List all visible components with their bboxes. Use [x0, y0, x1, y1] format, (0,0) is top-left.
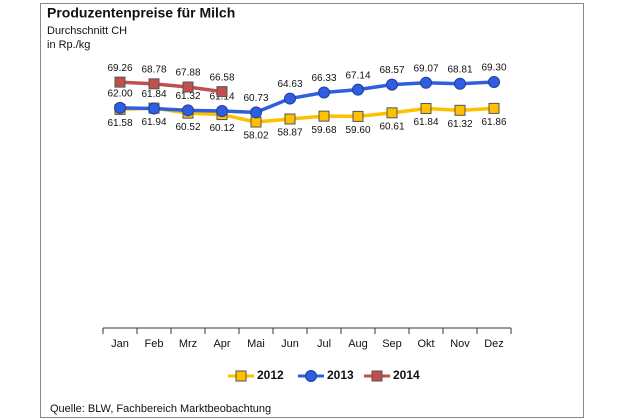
data-point	[488, 102, 500, 114]
data-point	[488, 75, 500, 88]
legend-marker	[305, 370, 317, 382]
data-label: 61.32	[175, 91, 200, 102]
data-point	[284, 113, 296, 125]
unit-label: in Rp./kg	[47, 39, 90, 51]
data-label: 67.88	[175, 68, 200, 79]
data-point	[216, 104, 228, 117]
data-label: 69.30	[481, 63, 506, 74]
x-tick-label: Jul	[317, 338, 331, 350]
data-point	[250, 106, 262, 119]
data-label: 58.02	[243, 131, 268, 142]
data-label: 64.63	[277, 79, 302, 90]
data-label: 61.32	[447, 119, 472, 130]
chart-title: Produzentenpreise für Milch	[47, 5, 235, 21]
data-label: 66.33	[311, 73, 336, 84]
data-point	[420, 102, 432, 114]
x-tick-label: Dez	[484, 338, 504, 350]
data-label: 68.81	[447, 64, 472, 75]
data-label: 69.26	[107, 63, 132, 74]
data-point	[386, 78, 398, 91]
data-label: 69.07	[413, 63, 438, 74]
data-point	[318, 86, 330, 99]
data-point	[216, 86, 228, 98]
data-label: 58.87	[277, 128, 302, 139]
data-label: 60.73	[243, 93, 268, 104]
data-label: 60.52	[175, 122, 200, 133]
data-label: 61.84	[413, 117, 438, 128]
legend-label: 2014	[393, 368, 420, 382]
data-label: 60.12	[209, 123, 234, 134]
data-point	[454, 104, 466, 116]
data-point	[454, 77, 466, 90]
data-point	[148, 78, 160, 90]
data-label: 68.57	[379, 65, 404, 76]
data-point	[352, 110, 364, 122]
x-tick-label: Mrz	[179, 338, 197, 350]
legend-marker	[371, 370, 383, 382]
data-point	[182, 104, 194, 117]
data-label: 61.94	[141, 117, 166, 128]
frame	[40, 3, 584, 418]
data-point	[250, 116, 262, 128]
data-label: 61.84	[141, 89, 166, 100]
data-point	[386, 107, 398, 119]
x-tick-label: Jan	[111, 338, 129, 350]
legend-label: 2013	[327, 368, 354, 382]
series-line	[119, 80, 223, 94]
data-label: 61.86	[481, 117, 506, 128]
data-label: 59.68	[311, 125, 336, 136]
data-point	[114, 101, 126, 114]
data-label: 59.60	[345, 125, 370, 136]
series-line	[119, 106, 495, 124]
x-tick-label: Mai	[247, 338, 265, 350]
legend-label: 2012	[257, 368, 284, 382]
x-tick-label: Aug	[348, 338, 368, 350]
data-label: 61.58	[107, 118, 132, 129]
data-label: 66.58	[209, 72, 234, 83]
data-label: 67.14	[345, 70, 370, 81]
x-tick-label: Sep	[382, 338, 402, 350]
data-point	[352, 83, 364, 96]
x-tick-label: Jun	[281, 338, 299, 350]
x-tick-label: Apr	[213, 338, 230, 350]
data-point	[182, 81, 194, 93]
x-tick-label: Feb	[145, 338, 164, 350]
data-label: 68.78	[141, 64, 166, 75]
legend-marker	[235, 370, 247, 382]
data-label: 60.61	[379, 121, 404, 132]
x-tick-label: Okt	[417, 338, 434, 350]
data-point	[420, 76, 432, 89]
data-point	[318, 110, 330, 122]
data-point	[284, 92, 296, 105]
source: Quelle: BLW, Fachbereich Marktbeobachtun…	[50, 403, 271, 415]
x-tick-label: Nov	[450, 338, 470, 350]
data-label: 62.00	[107, 89, 132, 100]
chart-subtitle: Durchschnitt CH	[47, 25, 127, 37]
data-point	[148, 102, 160, 115]
data-point	[114, 76, 126, 88]
